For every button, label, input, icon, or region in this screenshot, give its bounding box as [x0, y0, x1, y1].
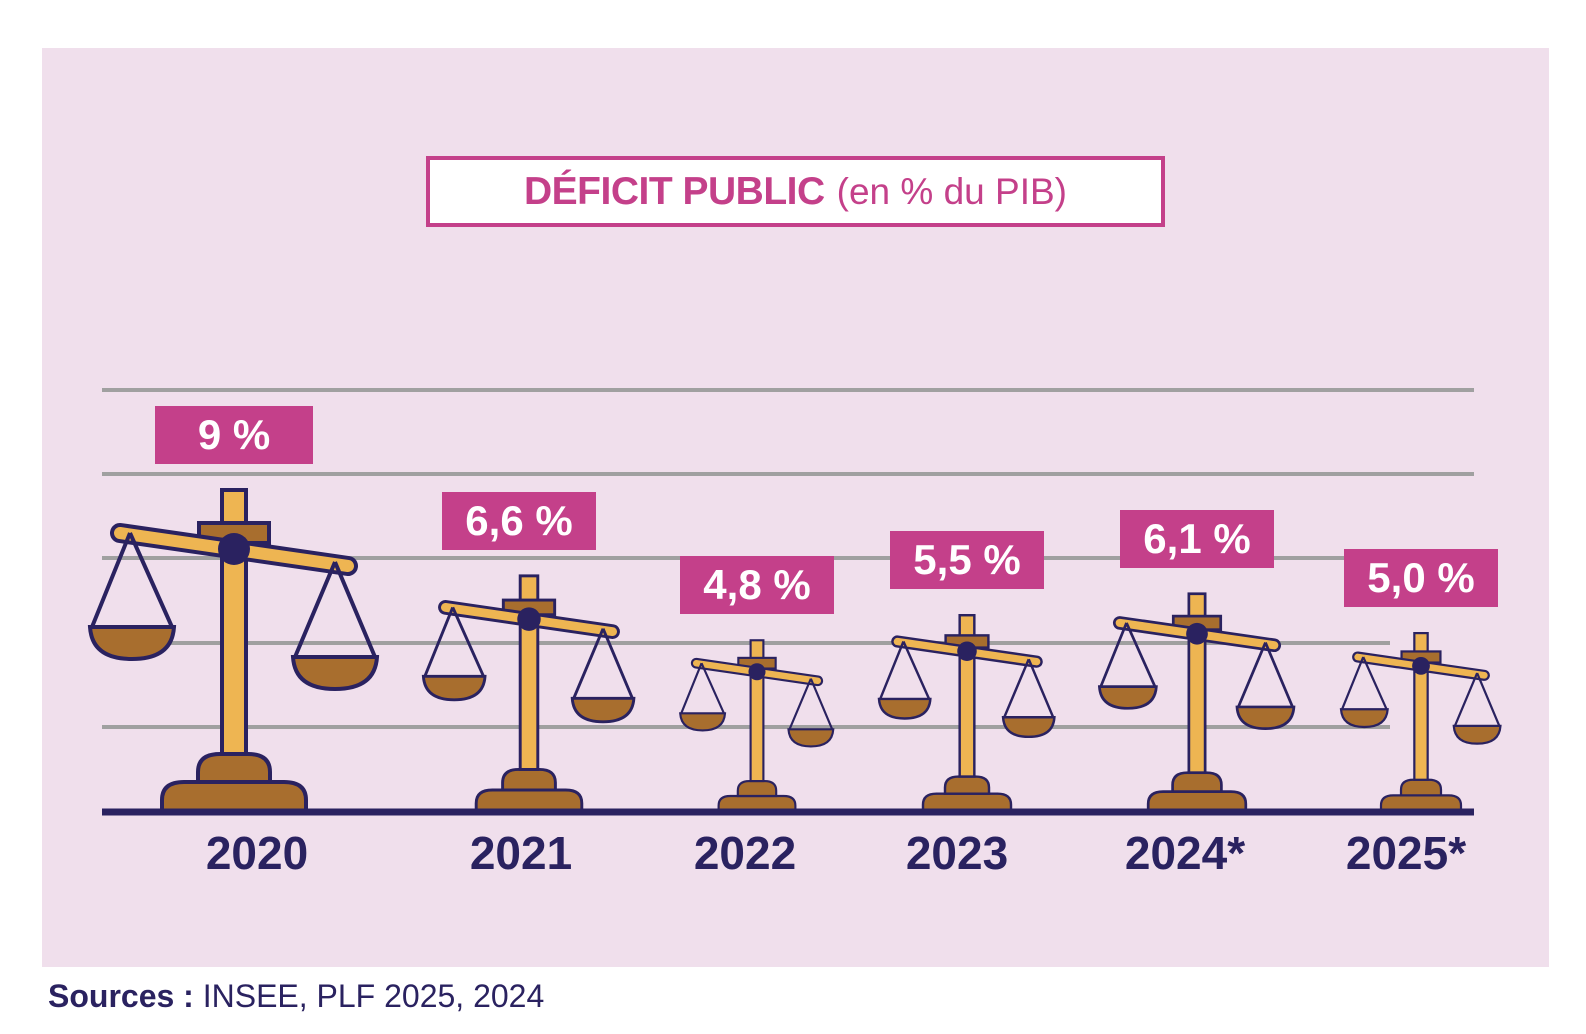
scale-left-strings	[1341, 656, 1388, 710]
scale-base-top	[736, 780, 778, 798]
scale-of-justice-icon	[877, 613, 1056, 814]
scale-base	[717, 794, 797, 814]
scale-of-justice-icon	[87, 488, 380, 814]
scale-of-justice-icon	[679, 639, 835, 814]
chart-subtitle: (en % du PIB)	[836, 170, 1067, 212]
scale-left-strings	[90, 532, 174, 628]
data-label: 6,1 %	[1120, 509, 1274, 568]
source-label: Sources :	[48, 978, 194, 1014]
scale-base	[474, 788, 584, 814]
data-label: 5,0 %	[1344, 549, 1498, 608]
scale-left-pan	[679, 712, 727, 732]
scale-pivot	[957, 641, 977, 662]
x-tick-label: 2023	[905, 827, 1009, 879]
data-label: 9 %	[155, 406, 313, 464]
scale-base-top	[196, 752, 272, 784]
scale-base	[1379, 794, 1463, 814]
scale-left-pan	[1339, 708, 1389, 729]
x-tick-label: 2024*	[1124, 827, 1246, 879]
scale-base-top	[943, 775, 991, 795]
scale-marks	[87, 488, 1502, 814]
source-text: INSEE, PLF 2025, 2024	[193, 978, 545, 1014]
scale-base	[160, 780, 308, 814]
scale-right-pan	[1001, 716, 1056, 739]
scale-pivot	[517, 607, 541, 631]
scale-of-justice-icon	[1339, 631, 1502, 814]
data-label: 5,5 %	[890, 531, 1044, 590]
scale-base-top	[501, 767, 557, 792]
x-tick-label: 2020	[205, 827, 309, 879]
data-label: 4,8 %	[680, 556, 834, 615]
scale-right-strings	[1237, 642, 1294, 708]
scale-right-pan	[570, 696, 636, 724]
scale-right-strings	[1003, 658, 1055, 718]
x-tick-label: 2025*	[1345, 827, 1467, 879]
scale-left-strings	[1099, 622, 1157, 688]
chart-title: DÉFICIT PUBLIC	[523, 169, 825, 213]
scale-right-pan	[787, 728, 835, 748]
scale-left-pan	[421, 674, 487, 702]
scale-right-strings	[1453, 672, 1501, 727]
scale-left-strings	[423, 606, 485, 677]
scale-right-pan	[1452, 724, 1502, 745]
scale-pivot	[1186, 622, 1208, 645]
scale-right-strings	[788, 678, 834, 730]
scale-right-pan	[290, 655, 380, 692]
scale-base-top	[1399, 778, 1443, 797]
scale-base	[921, 792, 1013, 814]
scale-left-pan	[1097, 685, 1158, 710]
scale-pivot	[748, 663, 766, 681]
scale-base-top	[1171, 771, 1223, 794]
scale-left-strings	[680, 662, 725, 714]
scale-base	[1146, 790, 1248, 814]
data-label: 6,6 %	[442, 491, 596, 550]
x-tick-label: 2022	[693, 827, 797, 879]
chart-title-box: DÉFICIT PUBLIC (en % du PIB)	[426, 156, 1165, 227]
scale-left-pan	[87, 625, 177, 662]
scale-right-pan	[1235, 705, 1296, 730]
scale-pivot	[1412, 657, 1430, 675]
x-tick-label: 2021	[469, 827, 573, 879]
scale-left-pan	[877, 697, 932, 720]
scale-left-strings	[879, 641, 931, 700]
scale-of-justice-icon	[421, 574, 636, 814]
source-note: Sources : INSEE, PLF 2025, 2024	[48, 978, 544, 1015]
scale-right-strings	[572, 628, 634, 699]
scale-pivot	[218, 533, 250, 565]
scale-right-strings	[293, 561, 377, 658]
scale-of-justice-icon	[1097, 592, 1296, 814]
